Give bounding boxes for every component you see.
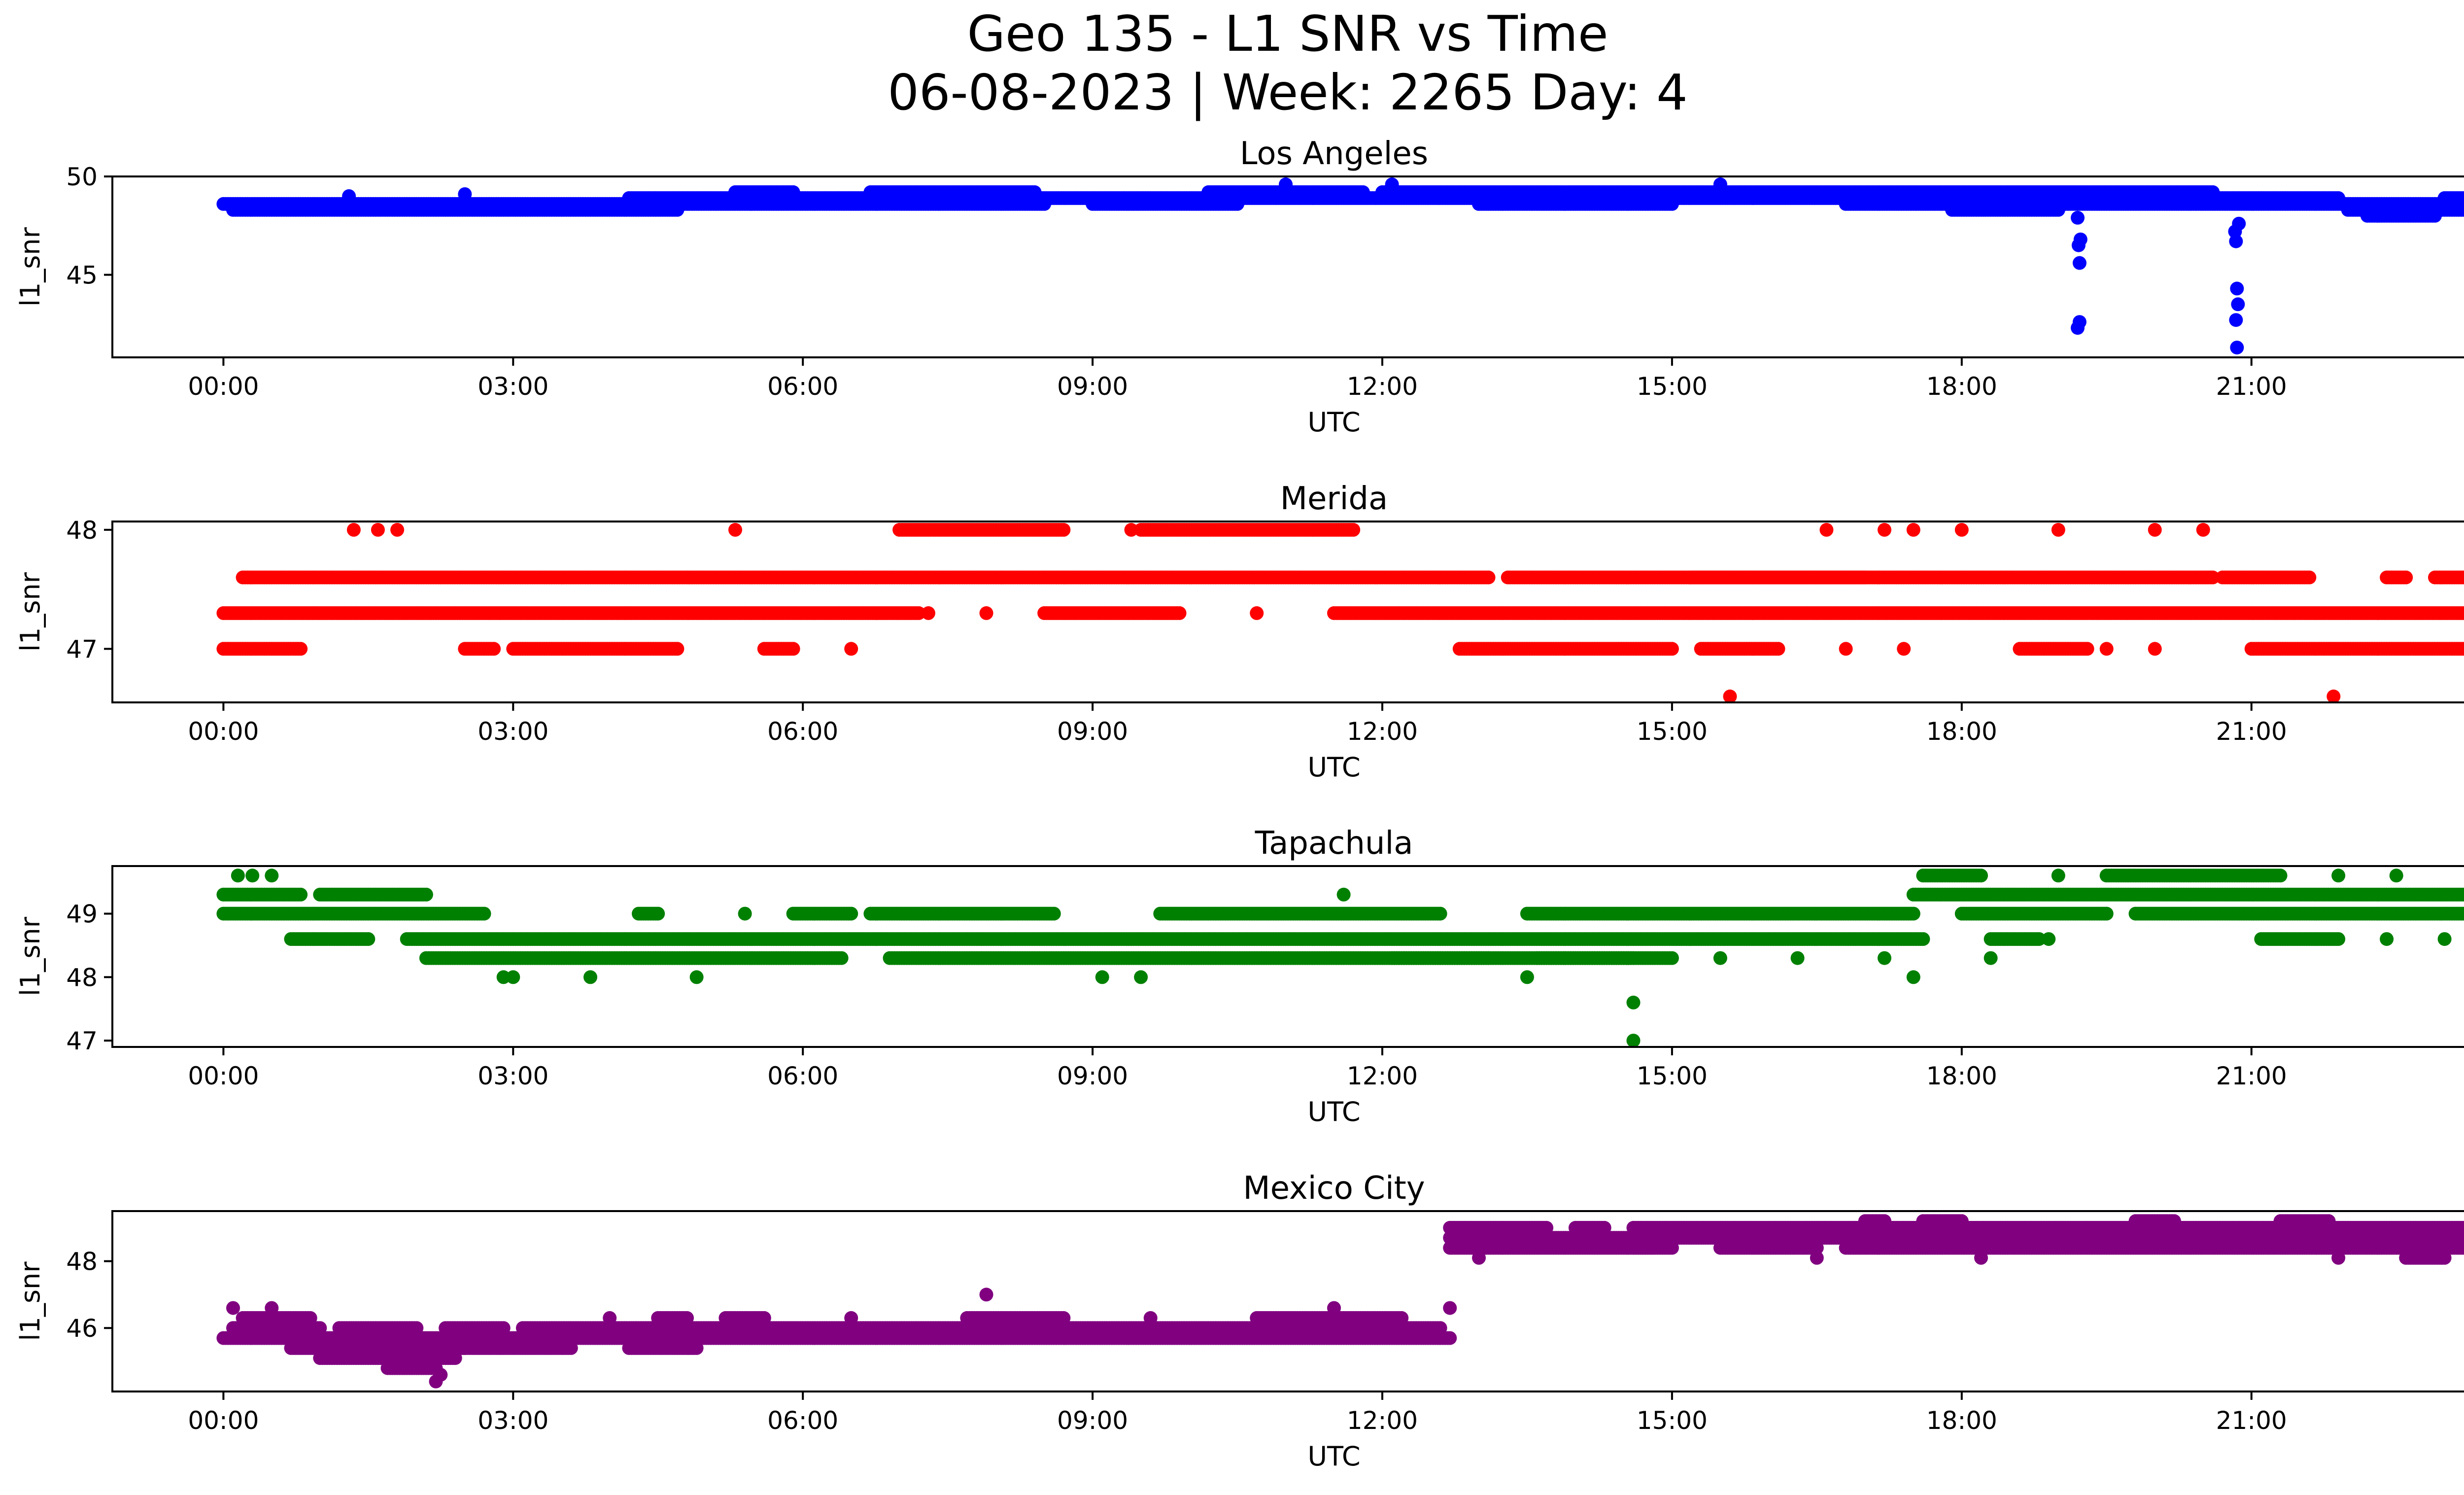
- data-point: [2206, 185, 2220, 199]
- y-axis-label: l1_snr: [15, 572, 46, 652]
- data-point: [1356, 185, 1370, 199]
- data-point: [1954, 522, 1969, 537]
- data-point: [2399, 570, 2413, 585]
- data-point: [1250, 606, 1264, 620]
- data-point: [2073, 232, 2088, 246]
- subplots: Los Angeles 00:00 03:00 06:00 09:00 12:00 15:0…: [15, 136, 2464, 1472]
- x-axis-label: UTC: [1307, 752, 1360, 783]
- x-tick-label: 06:00: [767, 372, 838, 401]
- data-point: [1878, 522, 1891, 537]
- data-point: [1713, 177, 1727, 191]
- data-point: [1346, 522, 1361, 537]
- subplot-title: Los Angeles: [1240, 136, 1428, 172]
- x-tick-label: 06:00: [767, 717, 838, 746]
- x-tick-label: 18:00: [1926, 717, 1997, 746]
- subplot-title: Merida: [1280, 481, 1388, 517]
- x-axis-label: UTC: [1307, 407, 1360, 438]
- data-point: [786, 642, 800, 656]
- scatter-points-1: [216, 522, 2464, 703]
- x-tick-label: 15:00: [1637, 717, 1708, 746]
- data-point: [1481, 570, 1496, 585]
- data-point: [2428, 209, 2442, 223]
- data-point: [294, 887, 308, 902]
- y-axis-label: l1_snr: [15, 227, 46, 307]
- data-point: [2231, 297, 2245, 312]
- data-point: [342, 189, 356, 203]
- data-point: [2462, 193, 2464, 204]
- data-point: [979, 606, 993, 620]
- data-point: [2148, 522, 2162, 537]
- data-point: [2229, 313, 2243, 327]
- data-point: [1124, 522, 1138, 537]
- data-point: [346, 522, 361, 537]
- x-tick-label: 12:00: [1347, 372, 1418, 401]
- x-tick-label: 00:00: [188, 372, 259, 401]
- data-point: [2051, 522, 2065, 537]
- data-point: [371, 522, 385, 537]
- data-point: [2148, 642, 2162, 656]
- data-point: [390, 522, 405, 537]
- x-tick-label: 09:00: [1057, 717, 1128, 746]
- data-point: [1172, 606, 1187, 620]
- data-point: [2196, 522, 2210, 537]
- data-point: [2230, 341, 2244, 355]
- data-point: [419, 887, 433, 902]
- data-point: [2080, 642, 2094, 656]
- data-point: [1906, 522, 1920, 537]
- x-tick-label: 21:00: [2216, 372, 2287, 401]
- x-tick-label: 18:00: [1926, 372, 1997, 401]
- figure-title-line1: Geo 135 - L1 SNR vs Time: [967, 5, 1608, 63]
- data-point: [2232, 216, 2246, 231]
- data-point: [2072, 315, 2087, 329]
- data-point: [728, 522, 742, 537]
- x-tick-label: 09:00: [1057, 372, 1128, 401]
- x-tick-label: 21:00: [2216, 717, 2287, 746]
- x-tick-label: 12:00: [1347, 717, 1418, 746]
- data-point: [1839, 642, 1853, 656]
- figure-title-line2: 06-08-2023 | Week: 2265 Day: 4: [888, 64, 1687, 121]
- data-point: [844, 642, 858, 656]
- axes-frame: [111, 175, 2464, 358]
- data-point: [2302, 570, 2317, 585]
- data-point: [2072, 256, 2087, 270]
- data-point: [2229, 234, 2243, 248]
- data-point: [1057, 522, 1071, 537]
- x-tick-label: 00:00: [188, 717, 259, 746]
- y-tick-label: 50: [66, 163, 98, 191]
- subplot-0: Los Angeles 00:00 03:00 06:00 09:00 12:00 15:0…: [15, 136, 2464, 438]
- y-tick-label: 48: [66, 516, 98, 545]
- data-point: [1819, 522, 1834, 537]
- data-point: [2327, 689, 2341, 703]
- subplot-1: Merida 00:00 03:00 06:00 09:00 12:00 15:00 18:0…: [15, 481, 2464, 783]
- data-point: [1665, 642, 1679, 656]
- data-point: [1027, 185, 1042, 199]
- y-tick-label: 47: [66, 635, 98, 663]
- data-point: [1723, 689, 1737, 703]
- data-point: [487, 642, 501, 656]
- x-tick-label: 03:00: [478, 717, 548, 746]
- data-point: [670, 642, 684, 656]
- data-point: [2230, 281, 2244, 296]
- scatter-points-0: [216, 177, 2464, 355]
- x-tick-label: 03:00: [478, 372, 548, 401]
- data-point: [2331, 191, 2346, 205]
- data-point: [2071, 210, 2085, 225]
- data-point: [1771, 642, 1785, 656]
- data-point: [1279, 177, 1293, 191]
- data-point: [294, 642, 308, 656]
- y-tick-label: 45: [66, 261, 98, 289]
- x-tick-label: 15:00: [1637, 372, 1708, 401]
- data-point: [786, 185, 800, 199]
- data-point: [1897, 642, 1911, 656]
- data-point: [2099, 642, 2114, 656]
- data-point: [1385, 177, 1399, 191]
- data-point: [921, 606, 935, 620]
- data-point: [458, 187, 472, 201]
